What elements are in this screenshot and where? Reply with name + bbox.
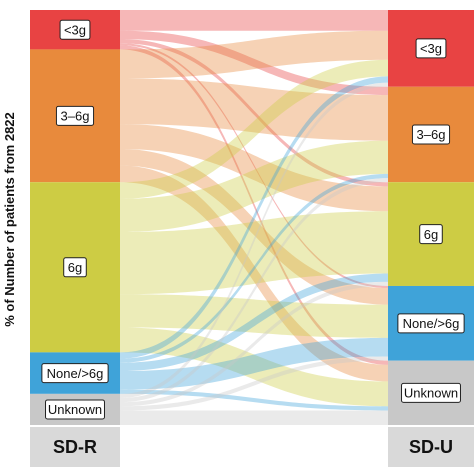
right-label-unknown: Unknown (404, 386, 458, 401)
flow-none-6g-to-3-6g (120, 173, 388, 363)
flow-3g-to-unknown (120, 45, 388, 365)
right-label-3-6g: 3–6g (417, 127, 446, 142)
flow-6g-to-3g (120, 59, 388, 199)
flow-3-6g-to-none-6g (120, 149, 388, 305)
flow-6g-to-3-6g (120, 140, 388, 233)
flow-none-6g-to-none-6g (120, 337, 388, 390)
flow-3-6g-to-unknown (120, 165, 388, 382)
flow-3-6g-to-6g (120, 124, 388, 212)
right-label-box-6g (419, 224, 443, 245)
right-label-box-unknown (401, 382, 461, 403)
flow-3g-to-none-6g (120, 43, 388, 289)
right-label-none-6g: None/>6g (403, 316, 460, 331)
flow-unknown-to-unknown (120, 410, 388, 425)
right-label-box-none-6g (397, 313, 465, 334)
flow-3g-to-3-6g (120, 30, 388, 96)
flow-6g-to-none-6g (120, 294, 388, 338)
left-label-box-none-6g (41, 363, 109, 384)
right-axis-label: SD-U (388, 427, 474, 467)
left-label-unknown: Unknown (48, 402, 102, 417)
flow-unknown-to-3g (120, 82, 388, 399)
flow-unknown-to-3-6g (120, 178, 388, 403)
flow-none-6g-to-6g (120, 273, 388, 372)
flow-unknown-to-6g (120, 281, 388, 407)
left-axis-label: SD-R (30, 427, 120, 467)
flow-3-6g-to-3-6g (120, 78, 388, 141)
right-label-box-3g (415, 38, 447, 59)
flow-group (120, 10, 388, 425)
left-label-3-6g: 3–6g (61, 109, 90, 124)
right-label-6g: 6g (424, 227, 438, 242)
node-label-group: <3g 3–6g 6g None/>6g Unknown <3g 3–6g 6g None/>6… (41, 19, 465, 420)
left-label-none-6g: None/>6g (47, 366, 104, 381)
flow-3-6g-to-3g (120, 30, 388, 79)
flow-none-6g-to-unknown (120, 389, 388, 411)
left-label-box-6g (63, 257, 87, 278)
left-label-box-unknown (45, 399, 105, 420)
left-label-3g: <3g (64, 22, 86, 37)
flow-6g-to-unknown (120, 327, 388, 407)
flow-3g-to-6g (120, 39, 388, 187)
left-label-box-3g (59, 19, 91, 40)
right-label-3g: <3g (420, 41, 442, 56)
left-label-box-3-6g (55, 105, 95, 126)
right-label-box-3-6g (411, 124, 451, 145)
flow-6g-to-6g (120, 211, 388, 295)
flow-unknown-to-none-6g (120, 356, 388, 411)
flow-none-6g-to-3g (120, 76, 388, 359)
flow-3g-to-3g (120, 10, 388, 31)
left-label-6g: 6g (68, 260, 82, 275)
